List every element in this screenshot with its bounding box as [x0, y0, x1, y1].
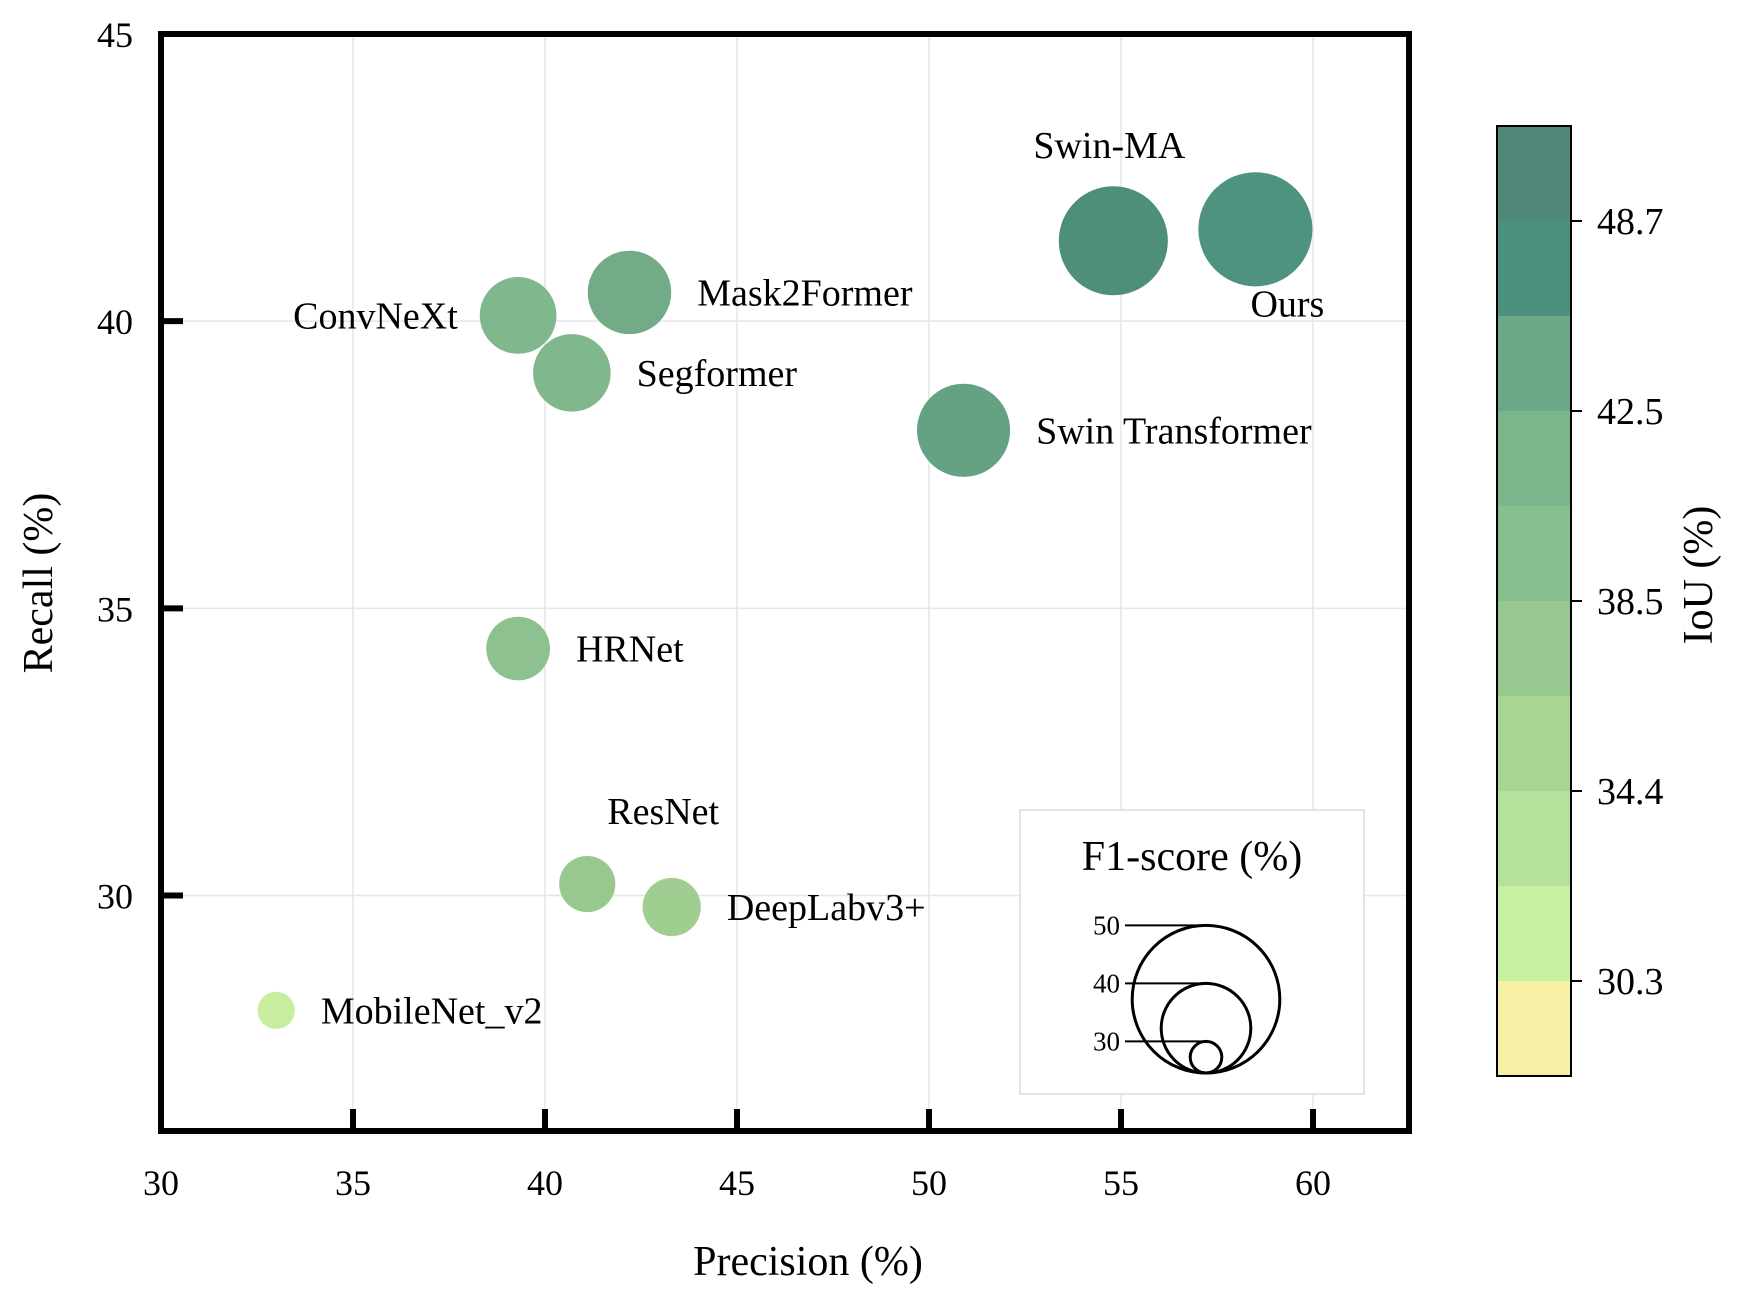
colorbar-segment [1497, 981, 1571, 1077]
x-tick-label: 55 [1103, 1163, 1139, 1203]
label-segformer: Segformer [637, 353, 798, 395]
grid-lines [161, 34, 1409, 1131]
bubble-deeplabv3- [642, 877, 701, 937]
colorbar-segment [1497, 886, 1571, 982]
x-tick-label: 30 [143, 1163, 179, 1203]
colorbar-tick-label: 38.5 [1597, 581, 1664, 623]
colorbar-segments [1497, 126, 1571, 1077]
x-tick-label: 35 [335, 1163, 371, 1203]
bubble-swin-transformer [917, 383, 1011, 477]
bubble-ours [1198, 172, 1313, 287]
colorbar-segment [1497, 316, 1571, 412]
label-swin-transformer: Swin Transformer [1036, 410, 1312, 452]
y-axis-title: Recall (%) [16, 493, 62, 674]
bubble-swin-ma [1058, 186, 1168, 296]
label-ours: Ours [1250, 283, 1324, 325]
colorbar-segment [1497, 126, 1571, 222]
label-mask2former: Mask2Former [697, 272, 913, 314]
label-swin-ma: Swin-MA [1033, 125, 1186, 167]
y-tick-label: 45 [97, 15, 133, 55]
x-axis-title: Precision (%) [693, 1239, 923, 1285]
colorbar-segment [1497, 221, 1571, 317]
colorbar-tick-label: 30.3 [1597, 961, 1664, 1003]
colorbar-ticks: 48.7 42.5 38.5 34.4 30.3 [1571, 201, 1664, 1003]
y-tick-label: 30 [97, 877, 133, 917]
size-legend: F1-score (%) 50 40 30 [1019, 809, 1365, 1095]
colorbar-segment [1497, 791, 1571, 887]
plot-frame [158, 31, 1412, 1134]
size-legend-box [1019, 809, 1365, 1095]
x-tick-label: 40 [527, 1163, 563, 1203]
bubble-segformer [533, 334, 611, 412]
label-resnet: ResNet [607, 791, 719, 833]
colorbar-segment [1497, 601, 1571, 697]
bubble-convnext [479, 277, 557, 354]
colorbar-segment [1497, 696, 1571, 792]
x-axis-ticks: 30 35 40 45 50 55 60 [143, 1109, 1331, 1203]
point-labels: Swin-MA Ours Mask2Former ConvNeXt Segformer S… [293, 125, 1324, 1032]
size-legend-title: F1-score (%) [1082, 834, 1302, 880]
colorbar-tick-label: 48.7 [1597, 201, 1664, 243]
colorbar-tick-label: 34.4 [1597, 771, 1664, 813]
label-hrnet: HRNet [576, 629, 684, 671]
colorbar: 48.7 42.5 38.5 34.4 30.3 IoU (%) [1496, 125, 1722, 1077]
bubbles [257, 172, 1313, 1030]
bubble-hrnet [486, 616, 550, 681]
size-legend-label: 40 [1093, 968, 1120, 998]
bubble-resnet [559, 855, 616, 913]
x-tick-label: 50 [911, 1163, 947, 1203]
label-convnext: ConvNeXt [293, 295, 458, 337]
x-tick-label: 45 [719, 1163, 755, 1203]
colorbar-tick-label: 42.5 [1597, 391, 1664, 433]
size-legend-label: 30 [1093, 1026, 1120, 1056]
size-legend-label: 50 [1093, 910, 1120, 940]
label-deeplabv3-: DeepLabv3+ [727, 887, 926, 929]
y-tick-label: 40 [97, 302, 133, 342]
y-axis-ticks: 30 35 40 45 [97, 15, 183, 917]
colorbar-segment [1497, 411, 1571, 507]
colorbar-segment [1497, 506, 1571, 602]
x-tick-label: 60 [1295, 1163, 1331, 1203]
size-legend-items: 50 40 30 [1093, 910, 1282, 1075]
y-tick-label: 35 [97, 589, 133, 629]
label-mobilenet-v2: MobileNet_v2 [321, 990, 543, 1032]
bubble-mobilenet-v2 [257, 991, 295, 1030]
colorbar-title: IoU (%) [1676, 506, 1722, 645]
bubble-mask2former [587, 250, 672, 335]
